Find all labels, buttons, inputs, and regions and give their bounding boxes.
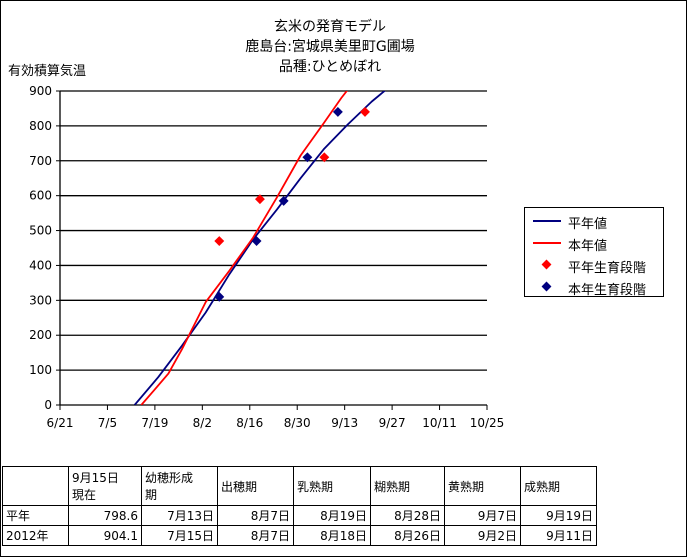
series-point-2 xyxy=(214,236,225,246)
series-point-3 xyxy=(214,291,225,302)
table-header-cell: 乳熟期 xyxy=(293,466,371,506)
table-header-cell: 幼穂形成 期 xyxy=(141,466,218,506)
legend: 平年値 本年値 平年生育段階 本年生育段階 xyxy=(524,207,664,298)
table-cell: 8月19日 xyxy=(293,505,371,526)
table-header-cell: 糊熟期 xyxy=(370,466,445,506)
legend-label-normal-stage: 平年生育段階 xyxy=(568,261,647,276)
legend-item-this-year-line: 本年値 xyxy=(525,232,663,254)
x-tick-label: 9/27 xyxy=(379,416,406,430)
chart-title: 玄米の発育モデル xyxy=(274,19,386,35)
series-line-1 xyxy=(140,91,348,405)
y-tick-label: 900 xyxy=(29,84,52,98)
table-cell: 904.1 xyxy=(68,525,142,546)
legend-item-normal-stage: 平年生育段階 xyxy=(525,254,663,276)
table-cell: 8月18日 xyxy=(293,525,371,546)
y-tick-label: 200 xyxy=(29,328,52,342)
table-row: 平年 798.6 7月13日 8月7日 8月19日 8月28日 9月7日 9月1… xyxy=(2,505,597,526)
row-label: 平年 xyxy=(2,505,69,526)
table-cell: 8月7日 xyxy=(217,505,294,526)
series-point-2 xyxy=(254,194,265,205)
y-tick-label: 800 xyxy=(29,119,52,133)
legend-symbol-normal-stage xyxy=(541,259,552,270)
legend-item-this-year-stage: 本年生育段階 xyxy=(525,276,663,298)
row-label: 2012年 xyxy=(2,525,69,546)
legend-label-this-year-line: 本年値 xyxy=(568,239,608,254)
x-tick-label: 8/2 xyxy=(193,416,212,430)
y-tick-label: 0 xyxy=(44,398,52,412)
series-point-2 xyxy=(319,152,330,163)
legend-label-this-year-stage: 本年生育段階 xyxy=(568,283,647,298)
x-tick-label: 9/13 xyxy=(331,416,358,430)
table-cell: 8月26日 xyxy=(370,525,445,546)
x-tick-label: 10/25 xyxy=(470,416,505,430)
table-cell: 7月13日 xyxy=(141,505,218,526)
table-header-cell: 出穂期 xyxy=(217,466,294,506)
y-tick-label: 100 xyxy=(29,363,52,377)
y-tick-label: 400 xyxy=(29,258,52,272)
x-tick-label: 8/16 xyxy=(236,416,263,430)
table-cell: 9月19日 xyxy=(520,505,597,526)
table-header-cell xyxy=(2,466,69,506)
table-header-cell: 成熟期 xyxy=(520,466,597,506)
chart-plot: 0 100 200 300 400 500 600 700 800 900 6/21 7/5 7/19 8… xyxy=(29,84,505,430)
table-header-cell: 黄熟期 xyxy=(444,466,521,506)
chart-subtitle-location: 鹿島台:宮城県美里町G圃場 xyxy=(245,39,415,55)
x-tick-label: 10/11 xyxy=(422,416,457,430)
header-panicle-formation: 幼穂形成 期 xyxy=(145,471,194,502)
table-header-row: 9月15日 現在 幼穂形成 期 出穂期 乳熟期 糊熟期 黄熟期 成熟期 xyxy=(2,466,597,506)
y-tick-label: 600 xyxy=(29,189,52,203)
table-cell: 8月28日 xyxy=(370,505,445,526)
table-cell: 9月11日 xyxy=(520,525,597,546)
y-tick-label: 300 xyxy=(29,293,52,307)
table-cell: 798.6 xyxy=(68,505,142,526)
legend-label-normal-line: 平年値 xyxy=(568,217,608,232)
legend-item-normal-line: 平年値 xyxy=(525,210,663,232)
table-cell: 7月15日 xyxy=(141,525,218,546)
header-current: 9月15日 現在 xyxy=(72,471,119,502)
legend-symbol-this-year-line xyxy=(533,242,561,244)
table-header-cell: 9月15日 現在 xyxy=(68,466,142,506)
x-tick-label: 7/5 xyxy=(98,416,117,430)
table-cell: 9月7日 xyxy=(444,505,521,526)
table-cell: 8月7日 xyxy=(217,525,294,546)
series-line-0 xyxy=(133,91,386,405)
y-axis-label: 有効積算気温 xyxy=(8,64,87,79)
chart-subtitle-variety: 品種:ひとめぼれ xyxy=(278,59,382,75)
plot-area xyxy=(60,91,487,405)
x-tick-label: 8/30 xyxy=(284,416,311,430)
table-row: 2012年 904.1 7月15日 8月7日 8月18日 8月26日 9月2日 … xyxy=(2,525,597,546)
series-point-3 xyxy=(302,152,313,163)
table-cell: 9月2日 xyxy=(444,525,521,546)
legend-symbol-this-year-stage xyxy=(541,281,552,292)
y-tick-label: 700 xyxy=(29,154,52,168)
y-tick-label: 500 xyxy=(29,224,52,238)
x-tick-label: 7/19 xyxy=(141,416,168,430)
series-point-3 xyxy=(278,195,289,206)
growth-stage-table: 9月15日 現在 幼穂形成 期 出穂期 乳熟期 糊熟期 黄熟期 成熟期 平年 7… xyxy=(2,466,597,546)
legend-symbol-normal-line xyxy=(533,220,561,222)
x-tick-label: 6/21 xyxy=(47,416,74,430)
